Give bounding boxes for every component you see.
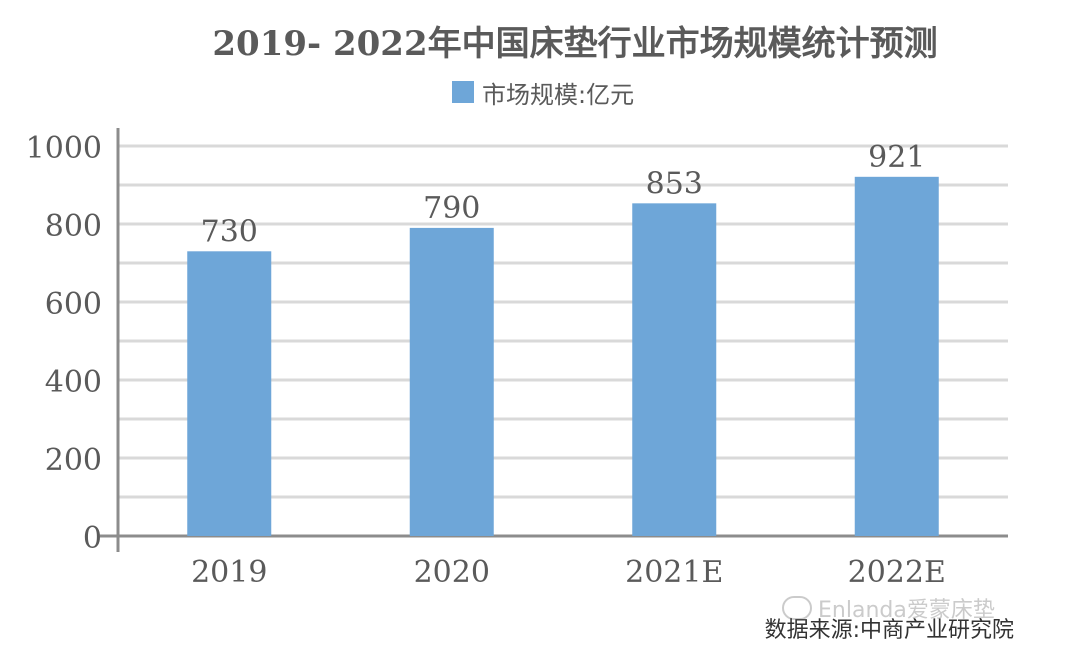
x-tick-label: 2020 bbox=[414, 555, 490, 590]
legend-label: 市场规模:亿元 bbox=[482, 80, 635, 109]
data-label: 790 bbox=[423, 191, 480, 226]
bar bbox=[187, 251, 272, 537]
wechat-icon bbox=[782, 596, 812, 620]
y-tick-label: 400 bbox=[45, 365, 102, 400]
watermark: Enlanda爱蒙床垫 bbox=[782, 592, 995, 624]
bar bbox=[409, 227, 494, 536]
y-tick-label: 200 bbox=[45, 443, 102, 478]
y-tick-label: 800 bbox=[45, 209, 102, 244]
y-tick-label: 600 bbox=[45, 287, 102, 322]
x-tick-label: 2022E bbox=[848, 555, 946, 590]
chart-title: 2019- 2022年中国床垫行业市场规模统计预测 bbox=[212, 24, 938, 64]
watermark-text: Enlanda爱蒙床垫 bbox=[818, 598, 995, 623]
source-note: 数据来源:中商产业研究院 bbox=[764, 618, 1014, 643]
x-tick-label: 2019 bbox=[191, 555, 267, 590]
data-label: 730 bbox=[201, 214, 258, 249]
data-label: 853 bbox=[646, 166, 703, 201]
x-tick-label: 2021E bbox=[625, 555, 723, 590]
legend-swatch bbox=[452, 81, 474, 103]
y-tick-label: 1000 bbox=[26, 131, 102, 166]
bar bbox=[854, 176, 939, 536]
y-tick-label: 0 bbox=[83, 521, 102, 556]
bar bbox=[632, 203, 717, 536]
legend: 市场规模:亿元 bbox=[452, 76, 635, 109]
data-label: 921 bbox=[868, 140, 925, 175]
